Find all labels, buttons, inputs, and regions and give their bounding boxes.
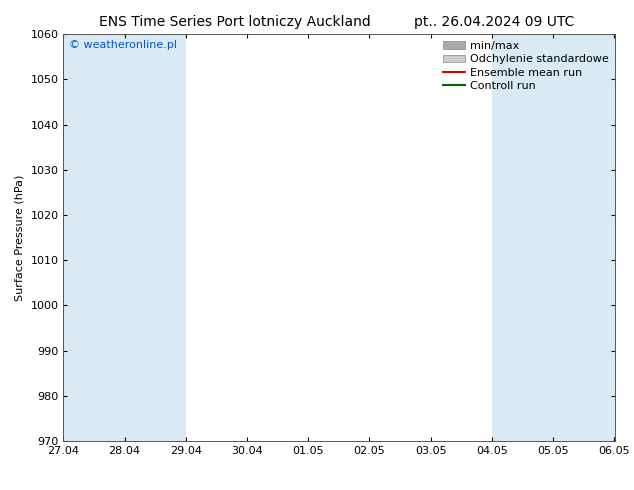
Y-axis label: Surface Pressure (hPa): Surface Pressure (hPa) bbox=[15, 174, 25, 301]
Text: ENS Time Series Port lotniczy Auckland: ENS Time Series Port lotniczy Auckland bbox=[99, 15, 370, 29]
Text: pt.. 26.04.2024 09 UTC: pt.. 26.04.2024 09 UTC bbox=[415, 15, 574, 29]
Bar bbox=[125, 34, 186, 441]
Bar bbox=[553, 34, 614, 441]
Bar bbox=[614, 34, 634, 441]
Bar bbox=[492, 34, 553, 441]
Bar bbox=[63, 34, 125, 441]
Text: © weatheronline.pl: © weatheronline.pl bbox=[69, 40, 177, 50]
Legend: min/max, Odchylenie standardowe, Ensemble mean run, Controll run: min/max, Odchylenie standardowe, Ensembl… bbox=[439, 37, 612, 96]
